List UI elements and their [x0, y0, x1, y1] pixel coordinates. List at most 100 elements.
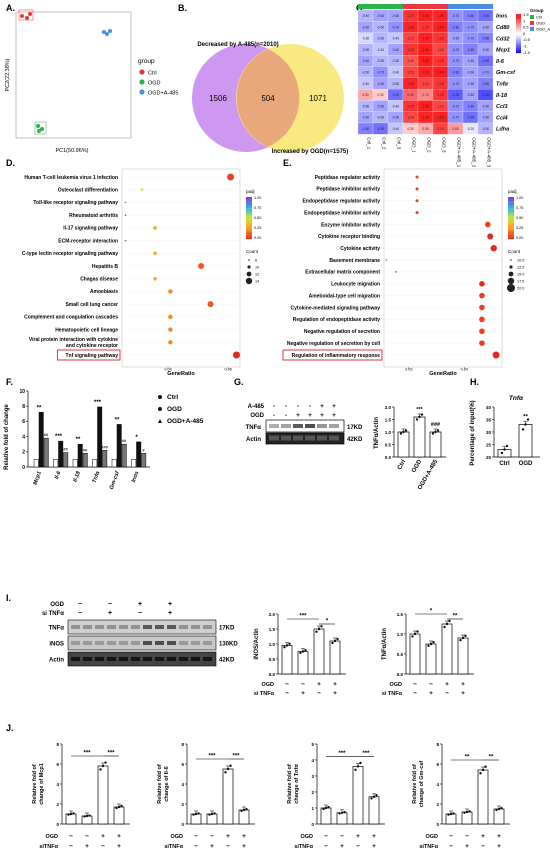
heatmap-scale-step	[516, 28, 521, 30]
bar-j-subplot: 0 2 4 6 8 Relative fold of change of Mcp1 *** **…	[32, 742, 130, 850]
blot-i-sign: −	[108, 601, 112, 608]
bar-i-ylabel: TNFα/Actin	[382, 628, 388, 660]
blot-i-band	[119, 657, 128, 661]
dotplot-colorbar-tick: 0.75	[516, 206, 523, 210]
bar	[297, 651, 309, 675]
dotplot-term-label: Osteoclast differentiation	[58, 188, 118, 194]
bar-j-ylabel-cont: change of Tnfα	[294, 764, 300, 804]
bar	[352, 766, 364, 825]
data-point	[240, 809, 243, 813]
data-point	[213, 812, 216, 815]
heatmap-cell-value: -0.40	[392, 70, 399, 74]
dotplot-colorbar-step	[508, 225, 514, 227]
blot-i-sign: −	[78, 601, 82, 608]
dotplot-term-label: Regulation of inflammatory response	[292, 353, 381, 359]
blot-g-band-label: Actin	[246, 437, 261, 443]
bar-j-subplot: 0 2 4 6 8 Relative fold of change of Gm-csf ** *…	[412, 742, 510, 850]
dotplot-term-label: Ameboidal-type cell migration	[309, 293, 380, 299]
dotplot-term-label: Toll-like receptor signaling pathway	[33, 200, 118, 206]
bar-j-sign: −	[324, 833, 328, 840]
dotplot-xtick-label: 0.04	[461, 368, 468, 372]
heatmap-scale-step	[516, 32, 521, 34]
bar-f-bar	[102, 450, 108, 468]
heatmap-cell-value: -0.70	[392, 25, 399, 29]
dotplot-term-label: Cytokine activity	[340, 246, 380, 252]
dotplot-colorbar-step	[508, 206, 514, 209]
dotplot-colorbar-step	[246, 236, 252, 238]
dotplot-point	[153, 251, 157, 256]
data-point	[370, 797, 373, 800]
blot-i-band-label: TNFα	[49, 626, 65, 632]
heatmap-cell-value: -0.60	[467, 59, 474, 63]
dotplot-size-label: 10.0	[517, 259, 524, 263]
dotplot-legend-title: padj	[508, 189, 517, 194]
bar-j-sign: +	[117, 843, 121, 850]
heatmap-scale-step	[516, 50, 521, 52]
blot-i-band	[71, 641, 80, 645]
bar-f-category: Il-18	[72, 470, 82, 483]
bar-f-hash: ##	[83, 447, 88, 452]
heatmap-cell-value: -0.50	[377, 25, 384, 29]
venn-overlap-region	[236, 49, 300, 147]
blot-g-band	[317, 435, 327, 441]
blot-i-kd: 130KD	[219, 642, 238, 648]
heatmap-gene-label: Tnfα	[496, 81, 509, 87]
bar-j-sign: +	[117, 833, 121, 840]
dotplot-term-label: Extracellular matrix component	[305, 270, 380, 276]
bar	[222, 768, 234, 825]
data-point	[452, 812, 455, 815]
pca-point	[105, 32, 109, 36]
dotplot-colorbar-step	[246, 229, 252, 231]
heatmap-cell-value: -0.60	[482, 25, 489, 29]
dotplot-highlight-box	[56, 349, 121, 361]
heatmap-cell-value: -0.50	[362, 14, 369, 18]
bar-j-sign: +	[481, 833, 485, 840]
data-point	[445, 622, 449, 626]
dotplot-colorbar-tick: 0.50	[254, 216, 261, 220]
dotplot-size-marker	[510, 259, 512, 261]
dotplot-colorbar-tick: 0.25	[254, 226, 261, 230]
heatmap-scale-step	[516, 41, 521, 43]
bar-f-category: Tnfα	[92, 470, 102, 484]
y-tick-label: 4	[56, 782, 59, 787]
blot-i-band	[83, 657, 92, 661]
dotplot-colorbar-step	[508, 198, 514, 200]
sig-star: ***	[299, 614, 307, 620]
heatmap-gene-label: Ldha	[496, 127, 509, 133]
blot-i-kd: 17KD	[219, 626, 235, 632]
blot-g-band	[281, 435, 291, 441]
blot-g-band	[317, 424, 327, 428]
heatmap-cell-value: 1.20	[437, 82, 443, 86]
heatmap-cell-value: 1.40	[437, 70, 443, 74]
data-point	[299, 651, 302, 655]
heatmap-cell-value: 0.50	[422, 127, 428, 131]
heatmap-cell-value: 1.30	[422, 37, 428, 41]
dotplot-point	[492, 351, 500, 359]
data-point	[192, 813, 195, 816]
dotplot-colorbar-step	[508, 234, 514, 237]
heatmap-scale-step	[516, 16, 521, 18]
bar-j-sign: +	[372, 843, 376, 850]
dotplot-point	[415, 187, 419, 191]
data-point	[315, 630, 318, 633]
data-point	[322, 807, 325, 811]
data-point	[415, 418, 419, 421]
heatmap-cell-value: 1.10	[437, 127, 443, 131]
y-tick-label: 3	[311, 774, 314, 779]
heatmap-cell-value: 1.40	[437, 25, 443, 29]
dotplot-colorbar-step	[508, 222, 514, 224]
dotplot-legend-title: padj	[246, 189, 255, 194]
heatmap-group-bar	[358, 4, 373, 9]
heatmap-cell-value: -0.90	[482, 59, 489, 63]
data-point	[194, 812, 198, 816]
dotplot-colorbar-step	[508, 223, 514, 226]
dotplot-term-label: Chagas disease	[80, 277, 118, 283]
heatmap-scale-step	[516, 25, 521, 28]
western-blot-i: OGD si TNFα − − − + + − + + TNFα 17KD iNOS 130KD Actin…	[42, 601, 238, 667]
heatmap-cell-value: 1.50	[437, 116, 443, 120]
dotplot-term-label: Endopeptidase inhibitor activity	[304, 210, 380, 216]
dotplot-point	[479, 316, 485, 323]
blot-i-band	[203, 625, 212, 629]
heatmap-cell-value: 1.10	[407, 37, 413, 41]
